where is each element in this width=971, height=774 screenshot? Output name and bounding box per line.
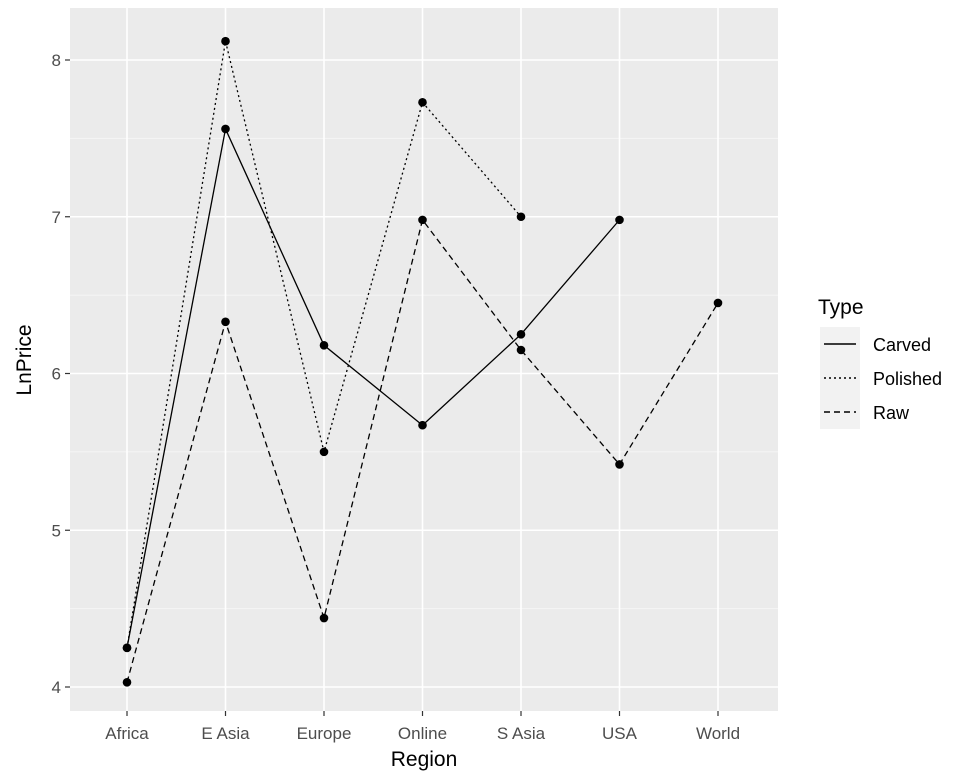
data-point-raw [615,460,624,469]
x-tick-label: World [696,724,740,743]
x-tick-label: S Asia [497,724,546,743]
legend: Type Carved Polished Raw [818,296,942,429]
data-point-carved [319,340,329,350]
legend-items: Carved Polished Raw [820,327,942,429]
data-point-raw [122,677,132,687]
data-point-polished [418,98,427,107]
grid-minor [70,137,778,610]
legend-label-raw: Raw [873,403,910,423]
data-point-polished [516,212,526,222]
legend-label-carved: Carved [873,335,931,355]
data-point-raw [713,298,723,308]
x-tick-label: Europe [297,724,352,743]
plot-panel [70,8,778,711]
x-tick-label: E Asia [201,724,250,743]
x-axis: Africa E Asia Europe Online S Asia USA World [105,711,740,743]
legend-label-polished: Polished [873,369,942,389]
y-tick-label: 7 [52,208,61,227]
x-axis-title: Region [391,748,458,771]
data-point-polished [221,36,230,46]
y-tick-label: 6 [52,365,61,384]
data-point-raw [221,317,230,327]
data-point-carved [516,330,526,339]
x-tick-label: Online [398,724,447,743]
data-point-polished [319,447,329,457]
legend-title: Type [818,296,864,319]
y-tick-label: 5 [52,521,61,540]
data-point-carved [418,420,427,430]
data-point-raw [516,345,526,355]
y-tick-label: 8 [52,51,61,70]
x-tick-label: Africa [105,724,149,743]
data-point-raw [418,215,427,225]
data-points [122,36,723,687]
y-axis: 4 5 6 7 8 [52,51,70,697]
data-point-carved [615,215,624,225]
series-line-carved [126,126,620,648]
data-point-raw [319,613,329,623]
data-point-polished [122,643,132,653]
data-point-carved [221,124,230,134]
y-axis-title: LnPrice [13,324,36,395]
y-tick-label: 4 [52,678,61,697]
x-tick-label: USA [602,724,638,743]
